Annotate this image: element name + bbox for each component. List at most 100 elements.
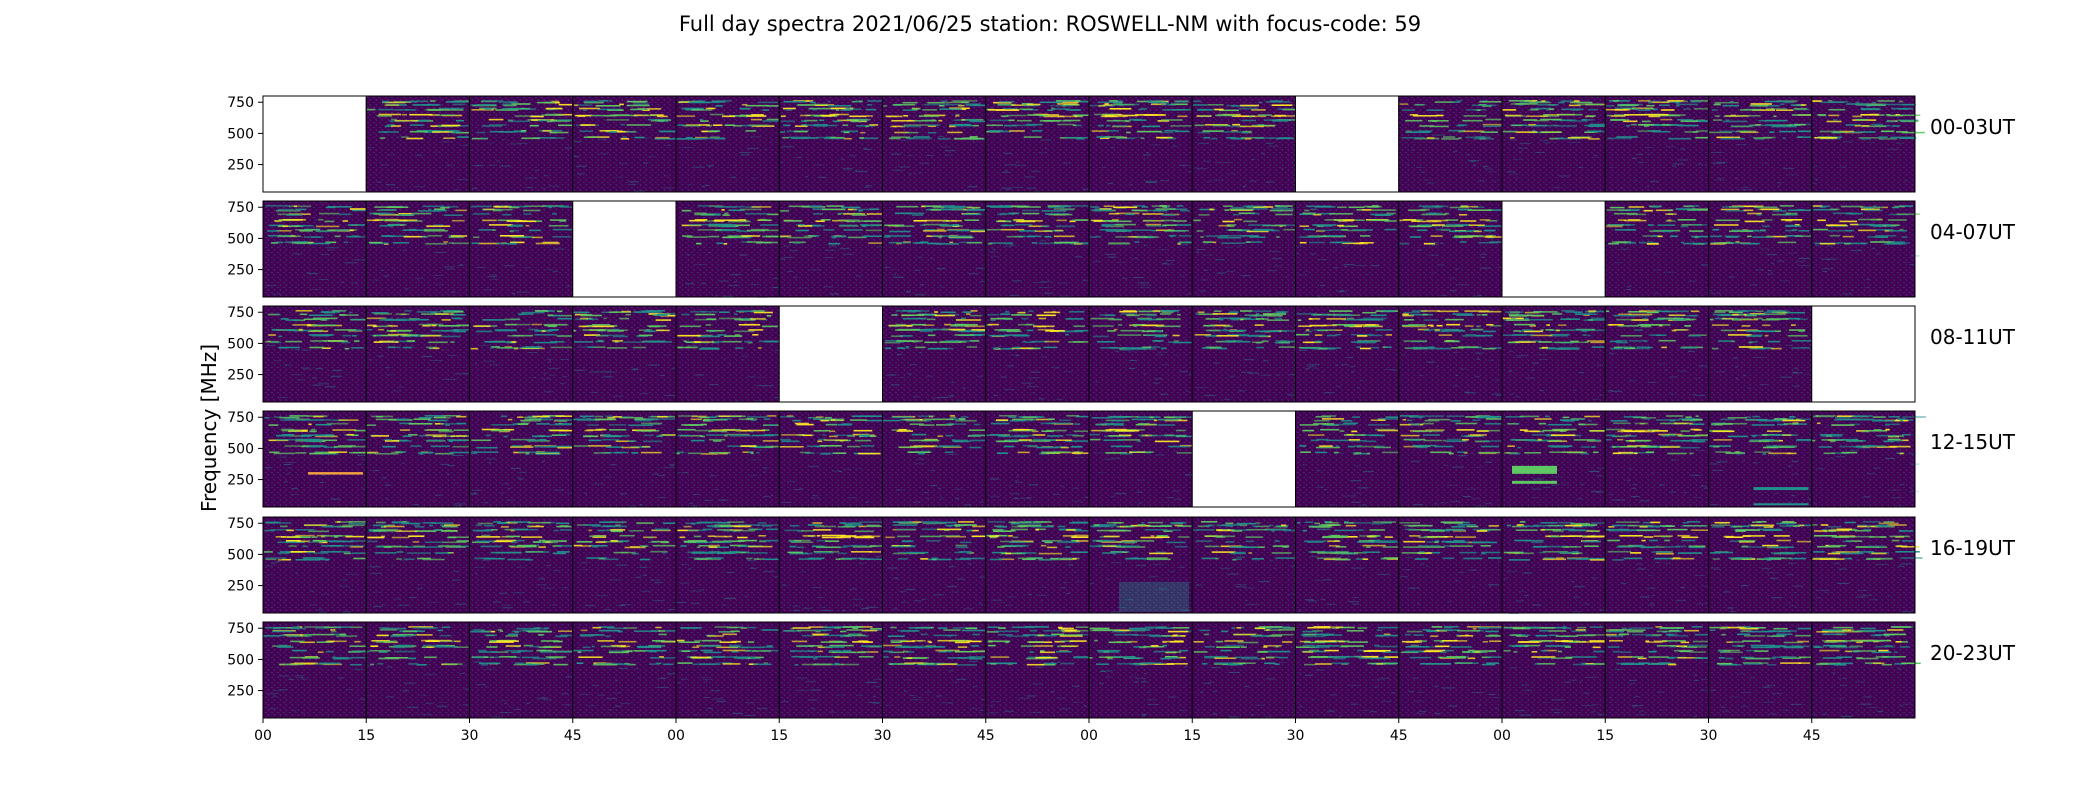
signal-band <box>1666 433 1677 436</box>
signal-band <box>1693 108 1710 110</box>
signal-band <box>767 315 772 317</box>
noise-speck <box>1336 386 1341 387</box>
signal-band <box>1552 119 1576 121</box>
signal-band <box>409 130 428 133</box>
signal-band <box>1299 424 1319 426</box>
signal-band <box>740 445 757 447</box>
spectrogram-panel <box>1295 410 1402 508</box>
signal-band <box>1477 225 1502 227</box>
noise-speck <box>597 153 608 155</box>
noise-speck <box>794 276 798 278</box>
signal-band <box>930 209 942 211</box>
signal-band <box>1275 224 1298 226</box>
signal-band <box>1657 235 1663 238</box>
noise-speck <box>1082 188 1089 190</box>
signal-band <box>901 419 920 421</box>
signal-band <box>738 324 761 326</box>
signal-band <box>714 206 738 208</box>
signal-band <box>681 107 703 110</box>
noise-speck <box>597 138 607 140</box>
signal-band <box>735 224 750 227</box>
noise-speck <box>1237 390 1246 392</box>
signal-band <box>1725 452 1745 454</box>
noise-speck <box>1332 250 1337 252</box>
signal-band <box>326 206 336 209</box>
signal-band <box>1650 445 1667 448</box>
noise-speck <box>1008 354 1019 356</box>
signal-band <box>894 225 915 227</box>
signal-band <box>1693 224 1708 226</box>
noise-speck <box>1578 166 1584 168</box>
signal-band <box>1489 347 1503 349</box>
noise-speck <box>1449 277 1455 279</box>
signal-band <box>1217 236 1242 239</box>
signal-band <box>411 334 428 336</box>
signal-band <box>888 137 901 140</box>
signal-band <box>694 318 717 321</box>
signal-band <box>1860 108 1880 110</box>
noise-speck <box>1052 493 1060 495</box>
signal-band <box>620 138 630 140</box>
noise-speck <box>283 364 291 366</box>
noise-speck <box>1428 244 1438 246</box>
noise-speck <box>438 390 442 392</box>
signal-band <box>1624 219 1647 222</box>
signal-band <box>1513 330 1521 332</box>
signal-band <box>626 104 650 107</box>
noise-speck <box>496 160 501 162</box>
signal-band <box>1546 324 1550 326</box>
signal-band <box>764 219 772 222</box>
signal-band <box>1677 435 1700 437</box>
signal-band <box>859 137 864 139</box>
signal-band <box>543 446 558 448</box>
signal-band <box>1478 241 1499 244</box>
signal-band <box>849 115 867 118</box>
signal-band <box>921 205 942 207</box>
signal-band <box>1221 242 1246 244</box>
noise-speck <box>454 373 466 375</box>
signal-band <box>1261 340 1269 343</box>
signal-band <box>1308 434 1325 436</box>
signal-band <box>1002 108 1019 110</box>
signal-band <box>489 130 504 133</box>
signal-band <box>1744 220 1765 223</box>
signal-band <box>385 101 406 104</box>
signal-band <box>452 445 473 448</box>
signal-band <box>1022 340 1026 343</box>
signal-band <box>858 209 863 212</box>
signal-band <box>927 318 936 321</box>
signal-band <box>660 314 686 317</box>
noise-speck <box>1297 274 1308 276</box>
noise-speck <box>1715 371 1722 373</box>
signal-band <box>408 434 418 436</box>
signal-band <box>1795 439 1816 442</box>
signal-band <box>492 229 496 231</box>
noise-speck <box>1097 472 1105 474</box>
noise-speck <box>1531 369 1535 371</box>
signal-band <box>436 114 456 116</box>
signal-band <box>1115 212 1140 215</box>
signal-band <box>430 100 436 102</box>
signal-band <box>1347 445 1356 448</box>
noise-speck <box>849 155 856 157</box>
noise-speck <box>592 483 605 485</box>
signal-band <box>1611 435 1627 438</box>
signal-band <box>388 333 408 336</box>
noise-speck <box>1526 377 1536 379</box>
noise-speck <box>1143 158 1146 160</box>
noise-speck <box>1276 374 1280 376</box>
noise-speck <box>553 248 565 250</box>
signal-band <box>702 419 714 422</box>
noise-speck <box>913 396 920 398</box>
signal-band <box>806 124 815 127</box>
noise-speck <box>1736 454 1742 456</box>
noise-speck <box>548 185 560 187</box>
noise-speck <box>1534 151 1545 153</box>
signal-band <box>919 224 926 227</box>
signal-band <box>1638 100 1651 102</box>
signal-band <box>1226 225 1235 227</box>
signal-band <box>1102 220 1117 222</box>
noise-speck <box>1450 290 1457 292</box>
signal-band <box>1754 206 1778 209</box>
noise-speck <box>489 364 500 366</box>
